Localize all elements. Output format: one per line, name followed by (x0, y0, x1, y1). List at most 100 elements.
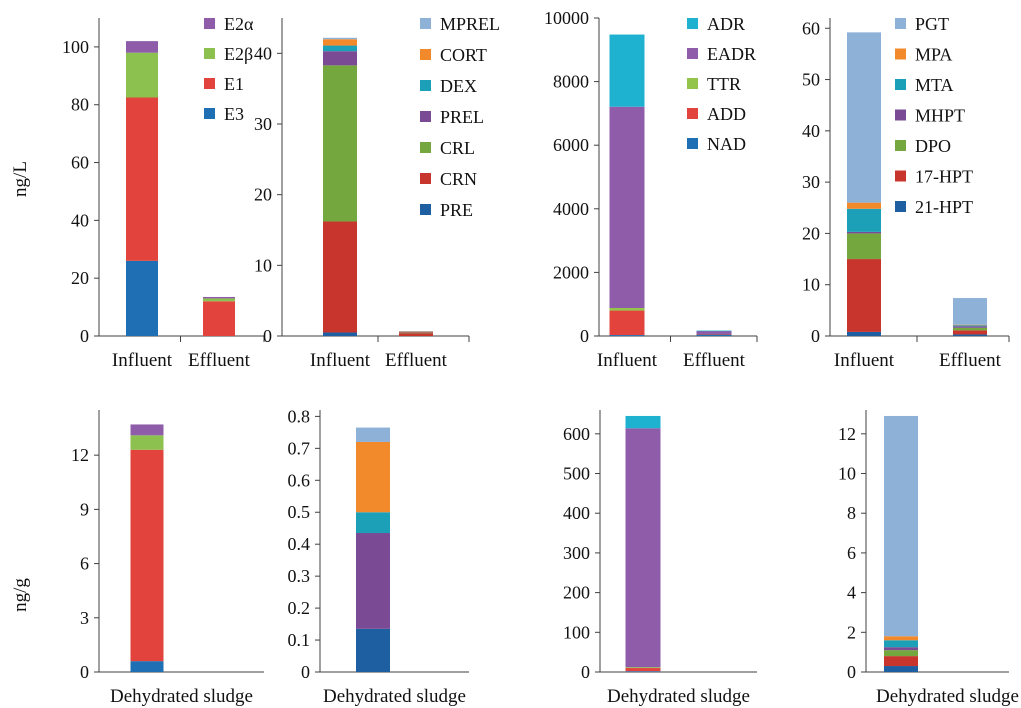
bar-segment (847, 233, 881, 260)
chart-panel-6: 0 0.1 0.2 0.3 0.4 0.5 0.6 0.7 0.8 Dehydrated slud… (288, 406, 469, 707)
bar-segment (609, 308, 645, 311)
bar-segment (356, 441, 390, 513)
bar-segment (953, 325, 987, 327)
legend-label: EADR (707, 44, 756, 64)
y-tick-label: 4 (847, 583, 856, 603)
y-tick-label: 12 (838, 424, 856, 444)
y-tick-label: 8000 (553, 72, 589, 92)
bar-segment (203, 301, 235, 336)
y-tick-label: 0.6 (288, 470, 311, 490)
y-axis-label-bottom: ng/g (10, 578, 31, 612)
x-tick-label: Influent (597, 350, 658, 371)
x-tick-label: Effluent (385, 350, 448, 371)
bar-segment (625, 668, 661, 672)
x-tick-label: Influent (310, 350, 371, 371)
legend-swatch (204, 78, 215, 89)
legend-label: E2α (224, 14, 254, 34)
legend-swatch (687, 78, 698, 89)
bar-segment (696, 330, 732, 335)
bar-segment (847, 202, 881, 209)
legend-label: E3 (224, 104, 244, 124)
bar-segment (609, 335, 645, 336)
y-tick-label: 30 (254, 114, 272, 134)
bar-segment (323, 65, 357, 222)
x-tick-label: Effluent (683, 350, 746, 371)
legend-label: CRN (440, 169, 477, 189)
y-tick-label: 6000 (553, 135, 589, 155)
y-tick-label: 80 (71, 95, 89, 115)
y-tick-label: 0 (580, 326, 589, 346)
legend-label: DEX (440, 76, 477, 96)
chart-panel-2: 0 10 20 30 40 Influent Effluent MPREL CORT DEX PRE… (254, 14, 500, 371)
bar-segment (130, 661, 164, 672)
legend-swatch (895, 201, 906, 212)
y-tick-label: 10 (838, 464, 856, 484)
x-tick-label: Effluent (939, 350, 1002, 371)
bar-segment (126, 41, 158, 53)
bar-segment (884, 666, 918, 672)
y-tick-label: 2000 (553, 262, 589, 282)
y-tick-label: 500 (563, 464, 590, 484)
legend-label: CORT (440, 45, 487, 65)
bar-segment (609, 106, 645, 309)
bar-segment (625, 428, 661, 668)
legend-swatch (895, 48, 906, 60)
bar-segment (356, 628, 390, 672)
legend-swatch (687, 48, 698, 59)
y-tick-label: 0.8 (288, 406, 311, 426)
bar-segment (130, 449, 164, 662)
y-tick-label: 40 (254, 43, 272, 63)
bar-segment (884, 656, 918, 667)
legend-label: MHPT (915, 106, 965, 126)
y-axis-label-top: ng/L (10, 161, 31, 197)
legend-label: NAD (707, 134, 746, 154)
bar-segment (323, 39, 357, 46)
chart-panel-5: 0 3 6 9 12 Dehydrated sludge (71, 410, 264, 707)
x-tick-label: Dehydrated sludge (607, 686, 750, 707)
y-tick-label: 2 (847, 622, 856, 642)
legend-label: ADR (707, 14, 745, 34)
bar-segment (356, 533, 390, 629)
legend-swatch (687, 108, 698, 119)
x-tick-label: Influent (834, 350, 895, 371)
bar-segment (126, 97, 158, 261)
legend-swatch (687, 138, 698, 149)
y-tick-label: 10 (802, 275, 820, 295)
bar-segment (323, 221, 357, 333)
y-tick-label: 0.7 (288, 438, 311, 458)
y-tick-label: 0 (301, 662, 310, 682)
y-tick-label: 8 (847, 503, 856, 523)
bar-segment (323, 45, 357, 52)
bar-segment (609, 34, 645, 107)
bar-segment (847, 32, 881, 203)
legend-swatch (420, 111, 431, 122)
legend-swatch (204, 108, 215, 119)
legend-label: E2β (224, 44, 253, 64)
chart-panel-7: 0 100 200 300 400 500 600 Dehydrated sludge (563, 410, 757, 707)
x-tick-label: Dehydrated sludge (876, 686, 1019, 707)
legend-label: E1 (224, 74, 244, 94)
y-tick-label: 0.2 (288, 598, 311, 618)
y-tick-label: 60 (802, 18, 820, 38)
legend-swatch (420, 204, 431, 215)
legend-swatch (895, 109, 906, 121)
y-tick-label: 0 (581, 662, 590, 682)
y-tick-label: 10 (254, 255, 272, 275)
y-tick-label: 20 (802, 223, 820, 243)
y-tick-label: 600 (563, 424, 590, 444)
legend-swatch (895, 170, 906, 182)
bar-segment (625, 415, 661, 429)
legend-swatch (204, 48, 215, 59)
bar-segment (399, 331, 433, 333)
bar-segment (953, 330, 987, 335)
bar-segment (953, 298, 987, 325)
bar-segment (953, 324, 987, 326)
y-tick-label: 40 (802, 121, 820, 141)
legend-swatch (420, 18, 431, 29)
bar-segment (126, 52, 158, 98)
bar-segment (609, 310, 645, 336)
y-tick-label: 12 (71, 445, 89, 465)
bar-segment (696, 330, 732, 332)
bar-segment (847, 331, 881, 336)
y-tick-label: 9 (80, 499, 89, 519)
